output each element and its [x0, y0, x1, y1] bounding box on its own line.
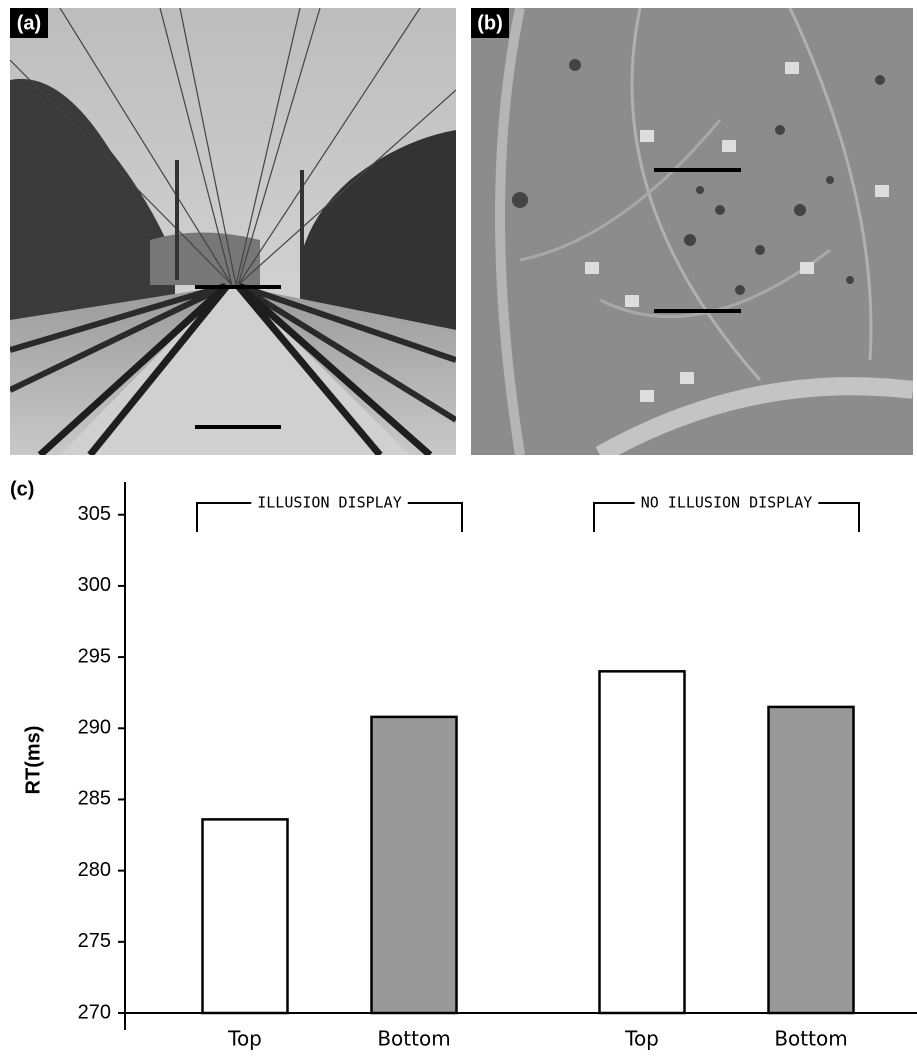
group-label: NO ILLUSION DISPLAY	[641, 494, 813, 512]
y-tick-label: 270	[78, 1001, 111, 1023]
x-tick-label: Bottom	[774, 1027, 847, 1051]
x-tick-label: Top	[227, 1027, 262, 1051]
figure: (a) (b) (c) RT(ms) 270 275 280 285 290 295 300…	[0, 0, 917, 1058]
panel-label: (c)	[10, 478, 34, 500]
bar	[372, 717, 457, 1013]
y-tick-label: 290	[78, 717, 111, 739]
bar	[769, 707, 854, 1013]
bar	[600, 671, 685, 1013]
bar	[203, 819, 288, 1013]
y-tick-label: 280	[78, 859, 111, 881]
aerial-photo	[471, 8, 913, 455]
x-tick-label: Bottom	[377, 1027, 450, 1051]
y-axis-label: RT(ms)	[22, 726, 44, 795]
railway-photo	[10, 8, 456, 455]
y-tick-label: 300	[78, 574, 111, 596]
y-tick-label: 295	[78, 645, 111, 667]
y-tick-label: 285	[78, 788, 111, 810]
panel-label: (b)	[477, 12, 503, 34]
y-tick-label: 305	[78, 503, 111, 525]
y-tick-label: 275	[78, 930, 111, 952]
x-tick-label: Top	[624, 1027, 659, 1051]
panel-label: (a)	[17, 12, 41, 34]
group-label: ILLUSION DISPLAY	[257, 494, 402, 512]
